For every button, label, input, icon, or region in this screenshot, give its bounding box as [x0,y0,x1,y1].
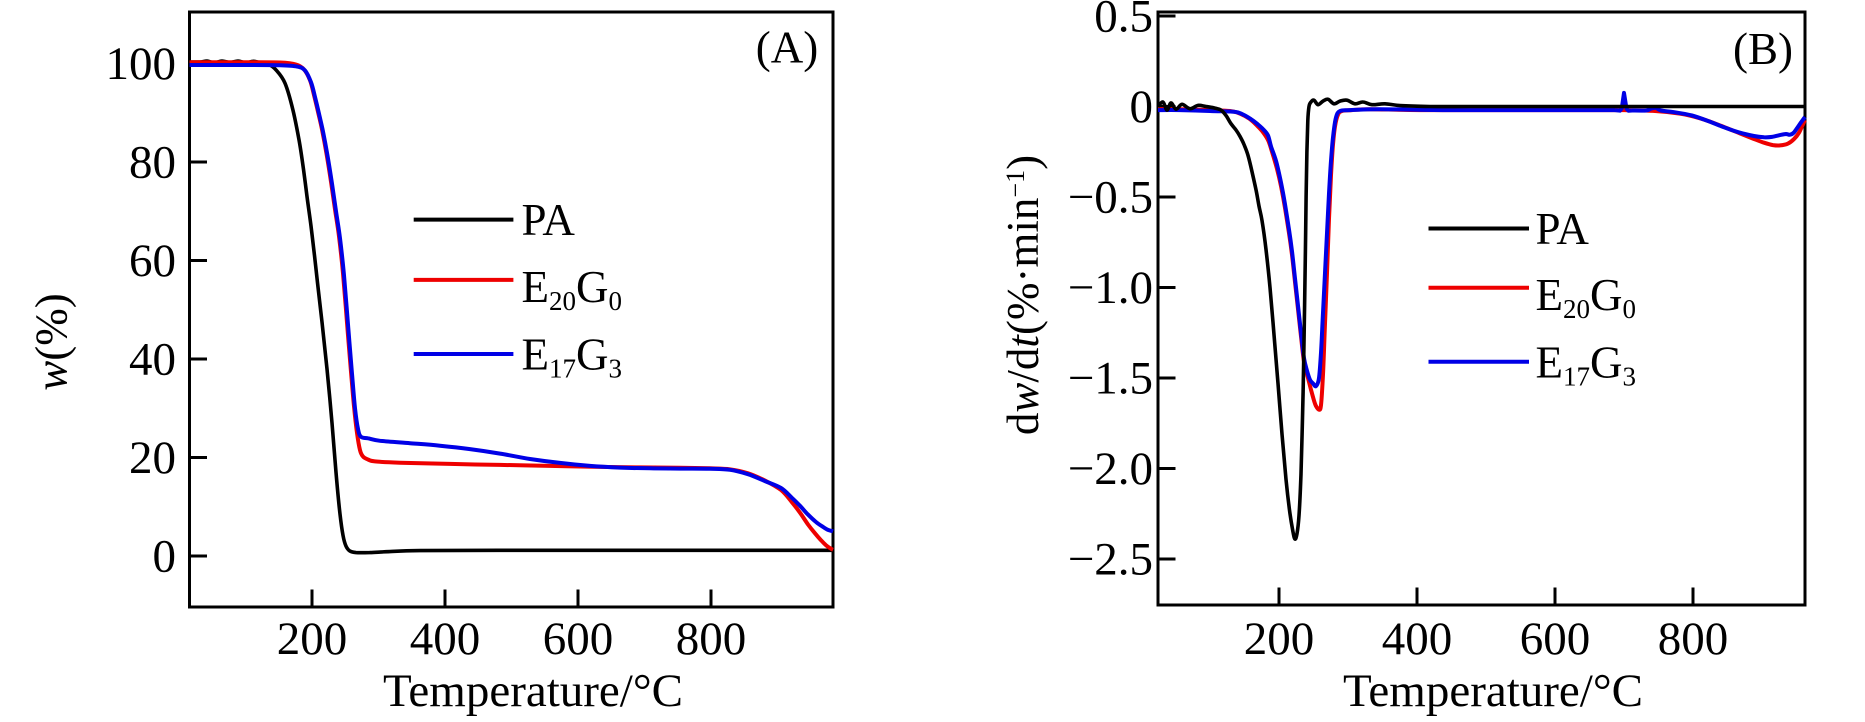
svg-text:0.5: 0.5 [1094,0,1153,43]
svg-text:20: 20 [129,432,176,484]
svg-text:dw/dt(%·min−1): dw/dt(%·min−1) [998,155,1048,435]
svg-text:−2.0: −2.0 [1068,443,1153,495]
svg-text:60: 60 [129,235,176,287]
svg-text:400: 400 [1382,613,1453,665]
svg-text:(B): (B) [1733,24,1793,74]
svg-text:−1.0: −1.0 [1068,262,1153,314]
svg-text:0: 0 [1130,81,1154,133]
svg-text:−1.5: −1.5 [1068,353,1153,405]
svg-text:80: 80 [129,137,176,189]
svg-text:−0.5: −0.5 [1068,172,1153,224]
svg-text:200: 200 [277,613,348,665]
svg-text:w(%): w(%) [27,293,77,390]
svg-text:PA: PA [522,195,576,245]
svg-text:800: 800 [676,613,747,665]
svg-text:PA: PA [1536,204,1590,254]
svg-text:Temperature/°C: Temperature/°C [383,665,683,717]
svg-text:600: 600 [1520,613,1591,665]
svg-text:−2.5: −2.5 [1068,534,1153,586]
svg-text:40: 40 [129,334,176,386]
svg-text:200: 200 [1244,613,1315,665]
svg-text:0: 0 [153,531,177,583]
svg-text:Temperature/°C: Temperature/°C [1343,665,1643,717]
svg-text:600: 600 [543,613,614,665]
svg-text:(A): (A) [756,23,818,73]
svg-text:400: 400 [410,613,481,665]
svg-text:100: 100 [106,38,177,90]
svg-text:800: 800 [1658,613,1729,665]
